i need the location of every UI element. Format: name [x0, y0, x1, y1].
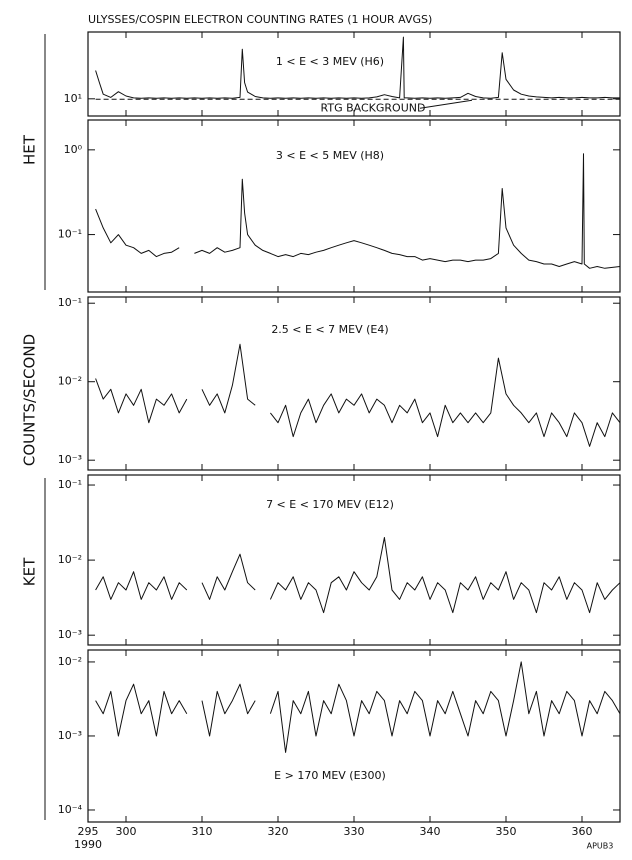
y-tick-label: 10⁻³: [58, 453, 82, 466]
data-line: [95, 537, 621, 614]
panel-label: 3 < E < 5 MEV (H8): [276, 149, 384, 162]
panel-frame: [87, 119, 621, 293]
x-tick-label: 330: [344, 825, 365, 838]
chart-title: ULYSSES/COSPIN ELECTRON COUNTING RATES (…: [88, 13, 432, 26]
x-tick-label: 295: [78, 825, 99, 838]
x-tick-label: 340: [420, 825, 441, 838]
panel-label: 1 < E < 3 MEV (H6): [276, 55, 384, 68]
x-tick-label: 300: [116, 825, 137, 838]
group-label: HET: [21, 134, 39, 165]
data-line: [95, 36, 620, 99]
x-tick-label: 310: [192, 825, 213, 838]
y-tick-label: 10⁻⁴: [58, 803, 83, 816]
annotation: RTG BACKGROUND: [321, 101, 426, 114]
data-line: [95, 661, 621, 753]
data-line: [95, 153, 621, 269]
group-label: KET: [21, 557, 39, 586]
x-tick-label: 350: [496, 825, 517, 838]
y-axis-label: COUNTS/SECOND: [21, 334, 39, 466]
x-tick-label: 360: [572, 825, 593, 838]
y-tick-label: 10⁰: [64, 143, 83, 156]
y-tick-label: 10⁻³: [58, 729, 82, 742]
y-tick-label: 10⁻¹: [58, 228, 82, 241]
panel-label: 2.5 < E < 7 MEV (E4): [271, 323, 388, 336]
panel-label: 7 < E < 170 MEV (E12): [266, 498, 394, 511]
x-sublabel: 1990: [74, 838, 102, 851]
x-tick-label: 320: [268, 825, 289, 838]
panel-label: E > 170 MEV (E300): [274, 769, 386, 782]
footnote: APUB3: [587, 842, 614, 851]
y-tick-label: 10⁻²: [58, 553, 82, 566]
annotation-arrow: [419, 99, 473, 109]
y-tick-label: 10⁻¹: [58, 478, 82, 491]
y-tick-label: 10⁻²: [58, 375, 82, 388]
y-tick-label: 10⁻³: [58, 628, 82, 641]
data-line: [95, 343, 621, 447]
y-tick-label: 10⁻²: [58, 655, 82, 668]
y-tick-label: 10⁻¹: [58, 296, 82, 309]
y-tick-label: 10¹: [64, 92, 82, 105]
